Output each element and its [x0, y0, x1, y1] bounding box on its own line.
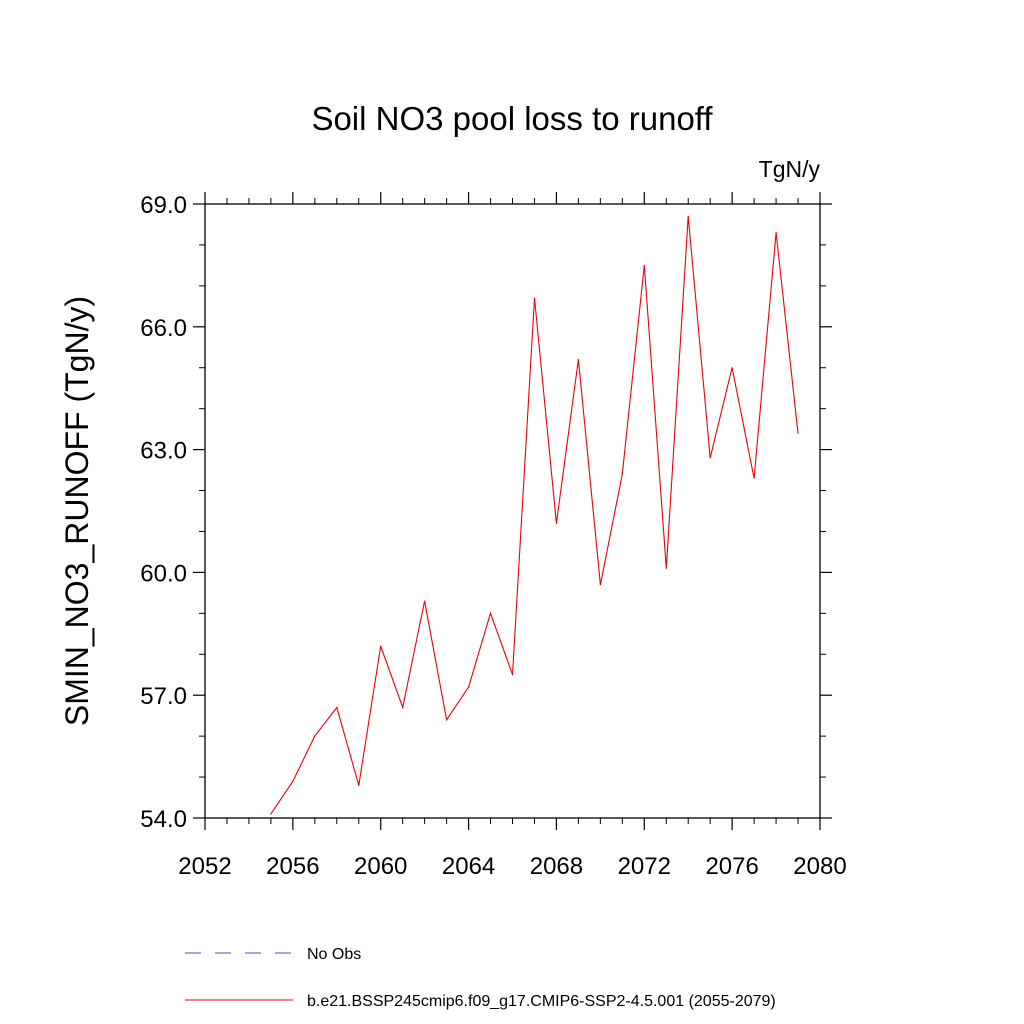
- y-axis-title: SMIN_NO3_RUNOFF (TgN/y): [59, 296, 95, 726]
- data-point: [380, 645, 382, 647]
- x-tick-label: 2076: [705, 853, 758, 880]
- data-point: [424, 600, 426, 602]
- x-tick-label: 2072: [618, 853, 671, 880]
- series-line: [270, 216, 799, 815]
- x-tick-label: 2080: [793, 853, 846, 880]
- data-point: [709, 457, 711, 459]
- legend-label: No Obs: [307, 946, 361, 963]
- data-point: [753, 477, 755, 479]
- data-point: [270, 813, 272, 815]
- x-tick-label: 2068: [530, 853, 583, 880]
- data-point: [511, 674, 514, 676]
- data-point: [292, 780, 294, 782]
- y-tick-label: 69.0: [140, 192, 187, 219]
- x-tick-label: 2064: [442, 853, 495, 880]
- data-point: [577, 358, 579, 361]
- data-point: [358, 784, 360, 786]
- data-point: [446, 719, 448, 721]
- data-point: [489, 612, 492, 614]
- legend-label: b.e21.BSSP245cmip6.f09_g17.CMIP6-SSP2-4.…: [307, 993, 776, 1010]
- data-point: [402, 706, 404, 709]
- data-point: [336, 706, 338, 709]
- data-point: [643, 264, 645, 266]
- data-point: [687, 215, 689, 217]
- y-tick-label: 60.0: [140, 560, 187, 587]
- data-point: [467, 686, 470, 688]
- units-label: TgN/y: [758, 156, 820, 182]
- data-point: [555, 522, 558, 524]
- y-tick-label: 57.0: [140, 683, 187, 710]
- data-point: [533, 297, 536, 299]
- y-tick-label: 66.0: [140, 315, 187, 342]
- data-point: [775, 232, 777, 234]
- x-tick-label: 2060: [354, 853, 407, 880]
- data-point: [314, 735, 316, 737]
- data-point: [797, 432, 799, 434]
- x-tick-label: 2056: [266, 853, 319, 880]
- y-tick-label: 54.0: [140, 806, 187, 833]
- plot-frame: [204, 203, 821, 819]
- data-point: [731, 367, 733, 369]
- data-point: [621, 473, 623, 475]
- data-point: [665, 567, 667, 569]
- chart-title: Soil NO3 pool loss to runoff: [311, 100, 713, 137]
- data-point: [599, 584, 601, 586]
- y-tick-label: 63.0: [140, 438, 187, 465]
- x-tick-label: 2052: [178, 853, 231, 880]
